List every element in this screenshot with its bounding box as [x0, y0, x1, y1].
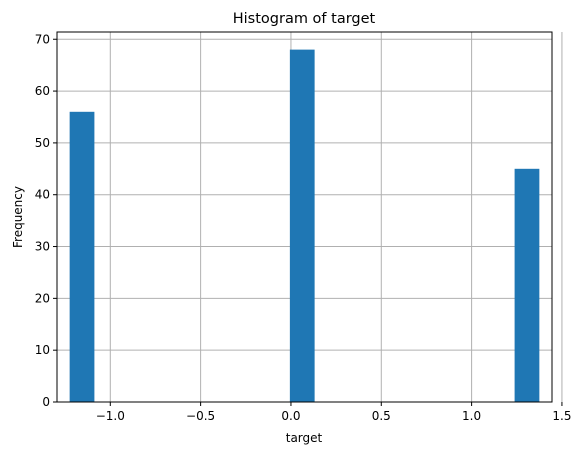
- histogram-bar: [289, 49, 315, 402]
- histogram-bar: [69, 111, 95, 402]
- y-tick-label: 40: [35, 188, 50, 202]
- y-tick-label: 70: [35, 32, 50, 46]
- x-tick-label: 1.0: [462, 409, 481, 423]
- tick-layer: −1.0 −0.5 0.0 0.5 1.0 1.5 0 10 20 30 40 50 60 70: [35, 32, 571, 423]
- x-tick-label: 1.5: [552, 409, 571, 423]
- plot-frame: [56, 31, 553, 403]
- y-tick-label: 10: [35, 343, 50, 357]
- y-tick-label: 30: [35, 240, 50, 254]
- y-tick-label: 20: [35, 291, 50, 305]
- y-tick-label: 60: [35, 84, 50, 98]
- x-tick-label: −0.5: [186, 409, 215, 423]
- x-tick-label: −1.0: [96, 409, 125, 423]
- y-axis-label: Frequency: [11, 186, 25, 248]
- histogram-bar: [514, 168, 540, 402]
- x-tick-label: 0.5: [372, 409, 391, 423]
- x-tick-label: 0.0: [281, 409, 300, 423]
- x-axis-label: target: [286, 431, 323, 445]
- y-tick-label: 0: [42, 395, 50, 409]
- chart-title: Histogram of target: [233, 11, 376, 27]
- y-tick-label: 50: [35, 136, 50, 150]
- bar-layer: [69, 49, 540, 402]
